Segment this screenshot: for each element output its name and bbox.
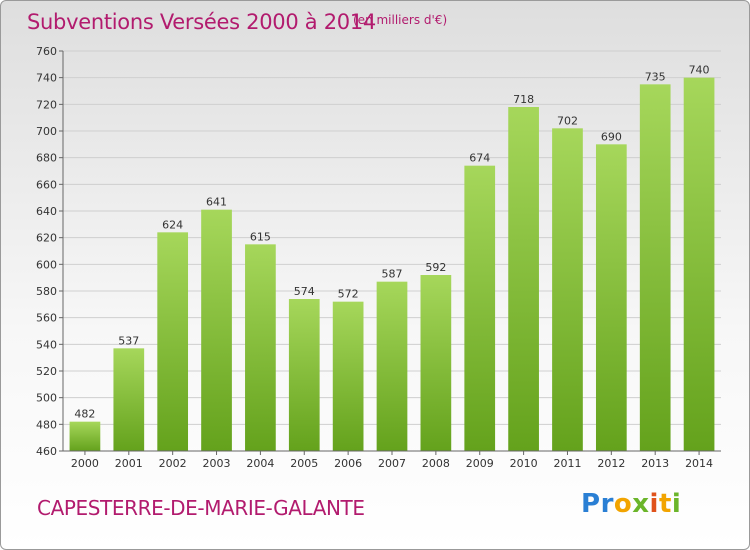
data-label-2000: 482	[74, 408, 95, 421]
x-tick-label: 2001	[115, 457, 143, 470]
proxiti-logo[interactable]: Proxiti	[581, 489, 681, 519]
x-tick-label: 2011	[553, 457, 581, 470]
data-label-2002: 624	[162, 218, 183, 231]
logo-letter: x	[632, 489, 650, 519]
logo-letter: o	[613, 489, 633, 519]
labels: 460 480 500 520 540 560 580 600 620 640 660 680 700 7…	[36, 45, 713, 470]
data-label-2014: 740	[689, 64, 710, 77]
x-tick-label: 2007	[378, 457, 406, 470]
bar-2005	[288, 299, 320, 451]
x-tick-label: 2002	[159, 457, 187, 470]
x-tick-label: 2009	[466, 457, 494, 470]
x-tick-label: 2004	[246, 457, 274, 470]
y-tick-label: 480	[36, 418, 57, 431]
logo-letter: i	[649, 489, 659, 519]
y-tick-label: 760	[36, 45, 57, 58]
chart-subtitle: (en milliers d'€)	[353, 13, 448, 27]
x-tick-label: 2006	[334, 457, 362, 470]
x-tick-label: 2005	[290, 457, 318, 470]
y-tick-label: 600	[36, 258, 57, 271]
x-tick-label: 2008	[422, 457, 450, 470]
y-tick-label: 460	[36, 445, 57, 458]
x-tick-label: 2000	[71, 457, 99, 470]
y-tick-label: 660	[36, 178, 57, 191]
bar-2013	[639, 84, 671, 451]
bars	[69, 77, 715, 452]
chart-title: Subventions Versées 2000 à 2014	[27, 10, 376, 34]
y-tick-label: 540	[36, 338, 57, 351]
logo-letter: r	[600, 489, 614, 519]
data-label-2013: 735	[645, 70, 666, 83]
data-label-2003: 641	[206, 196, 227, 209]
y-tick-label: 620	[36, 232, 57, 245]
bar-2012	[595, 144, 627, 452]
bar-2006	[332, 301, 364, 451]
x-tick-label: 2003	[203, 457, 231, 470]
data-label-2008: 592	[425, 261, 446, 274]
y-tick-label: 580	[36, 285, 57, 298]
x-tick-label: 2010	[510, 457, 538, 470]
data-label-2012: 690	[601, 130, 622, 143]
data-label-2007: 587	[382, 268, 403, 281]
commune-name: CAPESTERRE-DE-MARIE-GALANTE	[37, 496, 365, 520]
data-label-2006: 572	[338, 288, 359, 301]
y-tick-label: 560	[36, 312, 57, 325]
bar-2001	[113, 348, 145, 451]
logo-letter: i	[671, 489, 682, 519]
bar-2011	[552, 128, 583, 451]
x-tick-label: 2012	[597, 457, 625, 470]
data-label-2001: 537	[118, 334, 139, 347]
y-tick-label: 500	[36, 392, 57, 405]
bar-2004	[245, 244, 276, 451]
x-tick-label: 2014	[685, 457, 713, 470]
x-tick-label: 2013	[641, 457, 669, 470]
data-label-2005: 574	[294, 285, 315, 298]
data-label-2009: 674	[469, 152, 490, 165]
data-label-2004: 615	[250, 230, 271, 243]
y-tick-label: 640	[36, 205, 57, 218]
axes	[59, 50, 721, 455]
y-tick-label: 520	[36, 365, 57, 378]
bar-2007	[376, 281, 408, 451]
bar-2002	[157, 232, 189, 451]
bar-2000	[69, 421, 101, 451]
data-label-2010: 718	[513, 93, 534, 106]
logo-letter: P	[581, 489, 601, 519]
y-tick-label: 680	[36, 152, 57, 165]
bar-2010	[508, 107, 539, 451]
y-tick-label: 700	[36, 125, 57, 138]
bar-2003	[201, 209, 232, 451]
bar-2014	[683, 77, 715, 452]
data-label-2011: 702	[557, 114, 578, 127]
y-tick-label: 720	[36, 98, 57, 111]
y-tick-label: 740	[36, 72, 57, 85]
bar-2009	[464, 165, 496, 451]
logo-letter: t	[658, 489, 672, 519]
bar-2008	[420, 275, 452, 451]
